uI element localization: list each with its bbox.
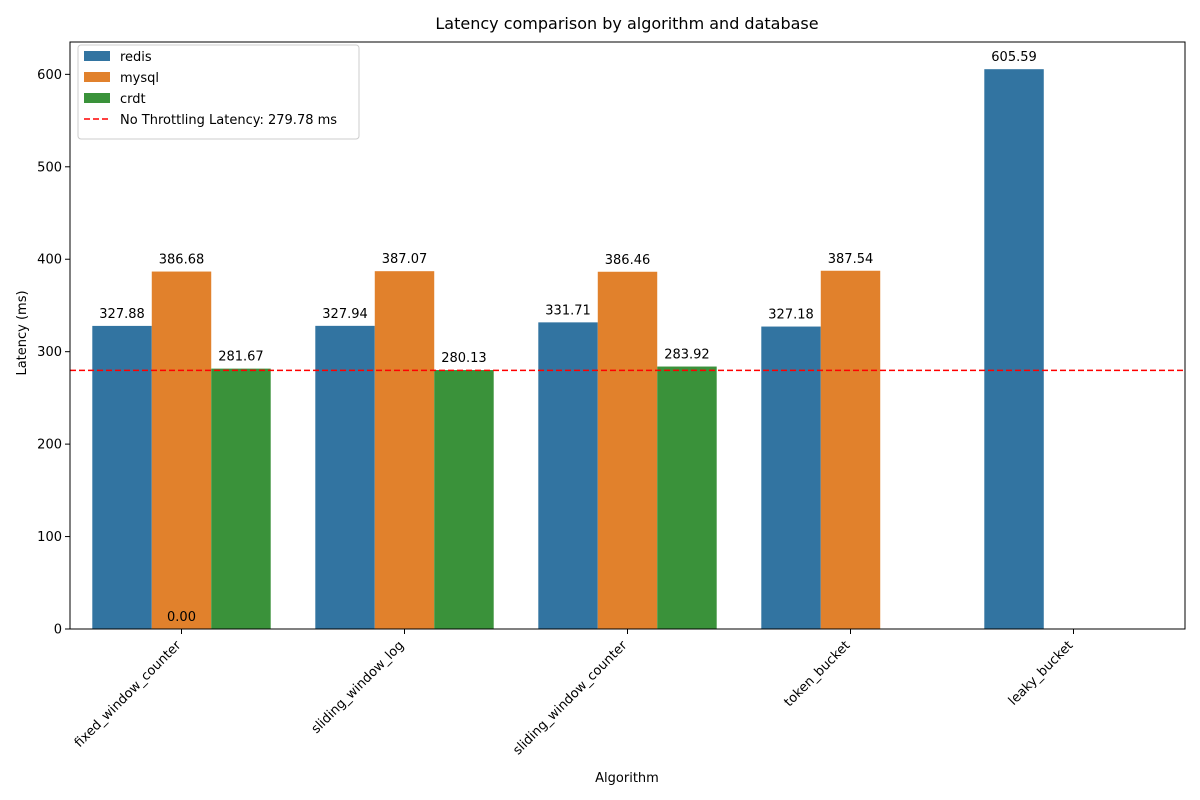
x-tick-label: token_bucket <box>781 638 853 710</box>
bar-mysql <box>820 270 881 629</box>
x-tick-label: fixed_window_counter <box>72 638 185 751</box>
bar-value-label: 283.92 <box>664 348 710 363</box>
y-tick-label: 600 <box>37 68 62 83</box>
bar-mysql <box>597 271 658 629</box>
bar-crdt <box>657 366 717 629</box>
legend-label-redis: redis <box>120 50 152 65</box>
legend-label-reference: No Throttling Latency: 279.78 ms <box>120 113 337 128</box>
x-tick-label: sliding_window_counter <box>510 638 630 758</box>
legend: redis mysql crdt No Throttling Latency: 279… <box>77 44 360 140</box>
bar-value-label: 605.59 <box>991 50 1037 65</box>
bar-redis <box>538 322 598 629</box>
x-axis-title: Algorithm <box>595 771 659 786</box>
legend-label-crdt: crdt <box>120 92 146 107</box>
bar-value-label: 386.68 <box>159 253 205 268</box>
x-tick-label: leaky_bucket <box>1006 638 1076 708</box>
bar-redis <box>315 325 375 629</box>
bar-value-label: 387.54 <box>828 252 874 267</box>
bar-crdt <box>211 368 271 629</box>
y-tick-label: 100 <box>37 530 62 545</box>
bar-redis <box>984 69 1044 629</box>
x-tick-label: sliding_window_log <box>309 638 408 737</box>
y-tick-label: 500 <box>37 160 62 175</box>
bar-mysql <box>151 271 212 629</box>
bar-crdt <box>434 370 494 629</box>
bar-redis <box>92 325 152 629</box>
y-tick-label: 200 <box>37 438 62 453</box>
y-tick-label: 0 <box>54 623 62 638</box>
bar-redis <box>761 326 821 629</box>
bar-value-label: 327.18 <box>768 308 814 323</box>
legend-swatch-mysql <box>84 72 110 82</box>
bar-value-label: 331.71 <box>545 303 591 318</box>
legend-swatch-redis <box>84 51 110 61</box>
legend-box <box>77 44 360 140</box>
legend-label-mysql: mysql <box>120 71 159 86</box>
bar-mysql <box>374 271 435 629</box>
bar-value-label: 327.94 <box>322 307 368 322</box>
bar-value-label: 0.00 <box>167 610 196 625</box>
bar-value-label: 280.13 <box>441 351 487 366</box>
legend-swatch-crdt <box>84 93 110 103</box>
bar-value-label: 387.07 <box>382 252 428 267</box>
bar-value-label: 386.46 <box>605 253 651 268</box>
chart-title: Latency comparison by algorithm and data… <box>435 14 818 33</box>
y-tick-label: 300 <box>37 345 62 360</box>
bar-value-label: 281.67 <box>218 350 264 365</box>
y-tick-label: 400 <box>37 253 62 268</box>
bars: 327.88 327.94 331.71 327.18 605.59 386.68 387.… <box>92 50 1044 629</box>
y-axis-title: Latency (ms) <box>15 290 30 375</box>
bar-value-label: 327.88 <box>99 307 145 322</box>
